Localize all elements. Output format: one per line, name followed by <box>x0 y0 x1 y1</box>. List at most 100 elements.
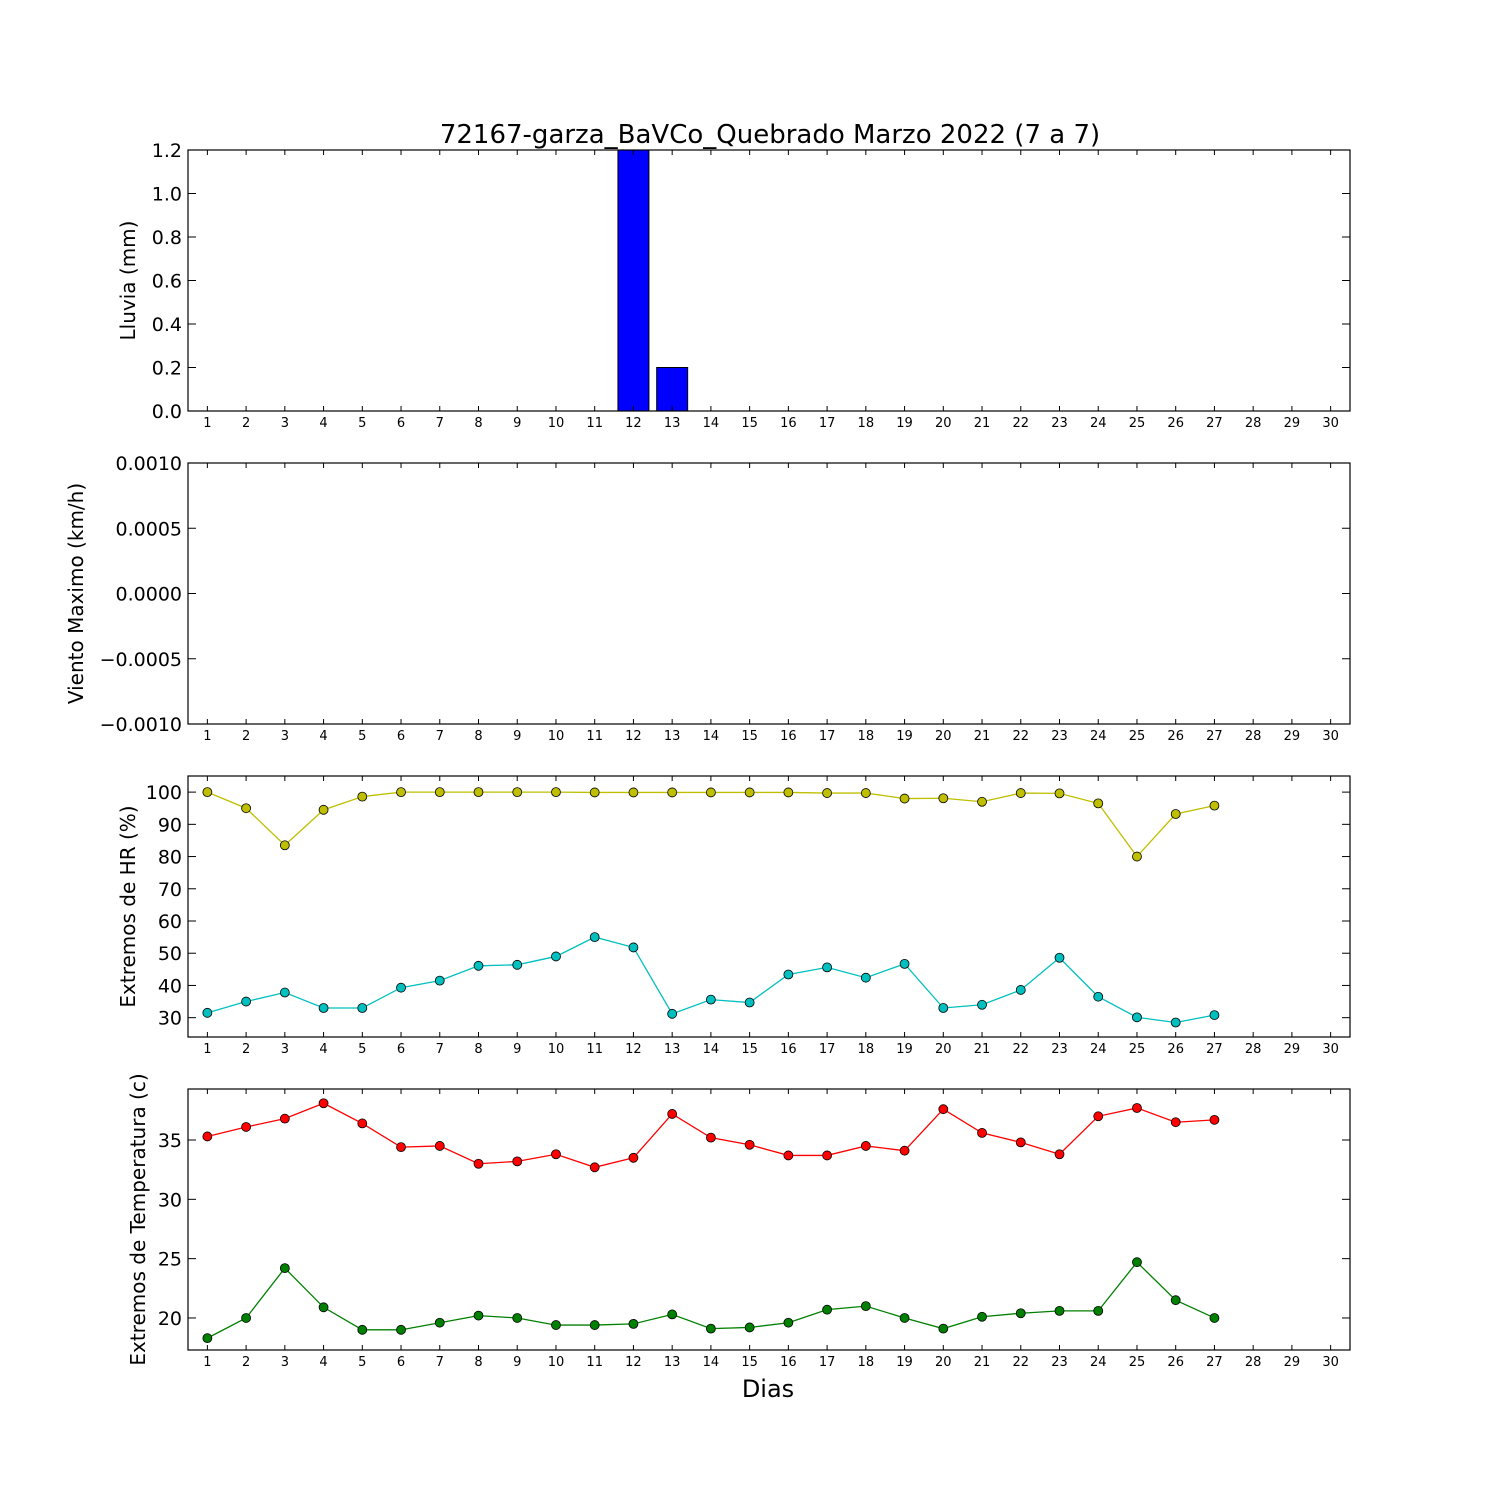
data-point <box>589 1320 600 1330</box>
data-point <box>1015 788 1026 798</box>
data-point <box>706 1323 716 1334</box>
data-point <box>434 1317 445 1328</box>
x-tick-label: 21 <box>974 416 991 431</box>
data-point <box>706 787 716 798</box>
x-tick-label: 25 <box>1129 1355 1146 1370</box>
x-tick-label: 2 <box>242 1042 250 1057</box>
x-tick-label: 29 <box>1284 1355 1301 1370</box>
y-tick-label: 1.2 <box>152 140 182 162</box>
x-tick-label: 1 <box>203 729 211 744</box>
x-tick-label: 10 <box>548 1042 565 1057</box>
data-point <box>396 1324 406 1335</box>
data-point <box>357 1003 368 1013</box>
data-point <box>860 1141 871 1151</box>
x-tick-label: 16 <box>780 729 797 744</box>
data-point <box>279 1113 290 1124</box>
x-tick-label: 11 <box>586 1355 603 1370</box>
x-tick-label: 18 <box>858 729 875 744</box>
x-tick-label: 17 <box>819 729 836 744</box>
x-tick-label: 14 <box>703 729 720 744</box>
x-tick-label: 19 <box>896 1355 913 1370</box>
data-point <box>357 1118 368 1129</box>
data-point <box>744 1139 755 1150</box>
data-point <box>938 793 949 804</box>
x-tick-label: 25 <box>1129 416 1146 431</box>
data-point <box>938 1003 949 1013</box>
x-tick-label: 3 <box>281 1355 289 1370</box>
data-point <box>551 1149 561 1160</box>
x-tick-label: 18 <box>858 416 875 431</box>
data-point <box>1209 1313 1220 1323</box>
series-line-1 <box>207 791 1215 858</box>
data-point <box>667 787 678 798</box>
x-tick-label: 22 <box>1012 1042 1029 1057</box>
data-point <box>783 787 794 798</box>
x-tick-label: 30 <box>1322 1042 1339 1057</box>
data-point <box>551 951 561 962</box>
x-tick-label: 3 <box>281 416 289 431</box>
data-point <box>1132 851 1142 862</box>
x-tick-label: 26 <box>1167 1355 1184 1370</box>
subplot-2: 1 2 3 4 5 6 7 8 9 10 11 12 13 14 15 16 17 18 19 20 21 22 23 24 2… <box>64 453 1351 744</box>
x-tick-label: 5 <box>358 729 366 744</box>
x-tick-label: 8 <box>474 416 482 431</box>
x-tick-label: 30 <box>1322 416 1339 431</box>
y-tick-label: 1.0 <box>152 184 182 206</box>
data-point <box>589 1162 600 1173</box>
x-tick-label: 10 <box>548 729 565 744</box>
data-point <box>279 987 290 998</box>
y-tick-label: 40 <box>158 975 182 997</box>
x-tick-label: 8 <box>474 729 482 744</box>
data-point <box>1132 1103 1142 1113</box>
x-tick-label: 20 <box>935 729 952 744</box>
x-tick-label: 16 <box>780 1355 797 1370</box>
x-tick-label: 8 <box>474 1042 482 1057</box>
x-tick-label: 29 <box>1284 729 1301 744</box>
x-tick-label: 25 <box>1129 1042 1146 1057</box>
data-point <box>512 1313 523 1323</box>
data-point <box>628 1319 639 1329</box>
data-point <box>434 787 445 798</box>
data-point <box>1054 1149 1065 1160</box>
x-tick-label: 20 <box>935 1355 952 1370</box>
x-tick-label: 18 <box>858 1355 875 1370</box>
y-tick-label: 80 <box>158 847 182 869</box>
bar <box>656 367 689 412</box>
data-point <box>706 994 716 1005</box>
x-tick-label: 17 <box>819 1355 836 1370</box>
x-tick-label: 11 <box>586 416 603 431</box>
data-point <box>1170 1117 1181 1128</box>
y-tick-label: 20 <box>158 1308 182 1330</box>
data-point <box>318 804 329 815</box>
x-tick-label: 8 <box>474 1355 482 1370</box>
subplot-1: 1 2 3 4 5 6 7 8 9 10 11 12 13 14 15 16 17 18 19 20 21 22 23 24 2… <box>116 140 1351 431</box>
data-point <box>512 1156 523 1167</box>
data-point <box>899 1313 910 1323</box>
x-tick-label: 27 <box>1206 1355 1223 1370</box>
data-point <box>279 840 290 851</box>
data-point <box>822 962 832 973</box>
data-point <box>1054 788 1065 799</box>
x-tick-label: 7 <box>436 729 444 744</box>
x-tick-label: 12 <box>625 1042 642 1057</box>
x-tick-label: 12 <box>625 729 642 744</box>
y-tick-label: 90 <box>158 814 182 836</box>
x-tick-label: 3 <box>281 729 289 744</box>
data-point <box>899 958 910 969</box>
x-tick-label: 15 <box>741 1355 758 1370</box>
x-tick-label: 1 <box>203 1355 211 1370</box>
data-point <box>667 1309 678 1320</box>
y-axis-label: Extremos de Temperatura (c) <box>126 1073 150 1365</box>
data-point <box>899 1145 910 1156</box>
x-tick-label: 14 <box>703 1355 720 1370</box>
data-point <box>357 1324 368 1335</box>
data-point <box>1132 1257 1142 1268</box>
data-point <box>860 1301 871 1312</box>
x-tick-label: 9 <box>513 1042 521 1057</box>
y-tick-label: 0.0010 <box>116 453 182 475</box>
data-point <box>202 787 213 798</box>
x-tick-label: 27 <box>1206 1042 1223 1057</box>
x-tick-label: 6 <box>397 416 405 431</box>
x-tick-label: 19 <box>896 729 913 744</box>
data-point <box>1093 1305 1104 1316</box>
